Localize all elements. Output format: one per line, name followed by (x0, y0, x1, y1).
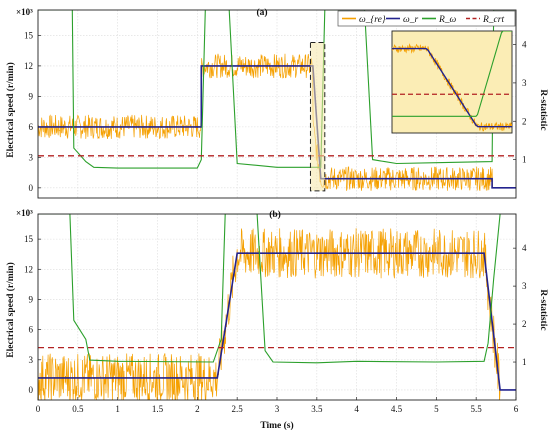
legend-label: R_crt (482, 15, 504, 25)
x-axis-label: Time (s) (260, 420, 293, 431)
inset-lines (392, 31, 512, 132)
legend-label: ω_r (403, 15, 418, 25)
plot-frame (37, 9, 517, 199)
scale-note-b: ×10³ (16, 208, 33, 218)
y-tick-label: 0 (29, 183, 34, 193)
y-tick-label: 15 (24, 234, 34, 244)
x-tick-label: 0.5 (72, 404, 84, 414)
series-omega-re-line (38, 228, 516, 400)
y2-tick-label: 4 (522, 40, 527, 50)
x-tick-label: 2.5 (232, 404, 244, 414)
y-tick-label: 6 (29, 122, 34, 132)
y2-tick-label: 2 (522, 116, 527, 126)
panel-b-label: (b) (269, 209, 281, 220)
x-tick-label: 3.5 (311, 404, 323, 414)
x-tick-label: 4 (354, 404, 359, 414)
y-tick-label: 12 (24, 264, 33, 274)
series-omega-re-line (38, 53, 516, 191)
inset-omega-re-line (392, 43, 512, 132)
y-tick-label: 12 (24, 61, 33, 71)
legend: ω_{re} ω_r R_ω R_crt (337, 10, 516, 27)
x-tick-label: 0 (36, 404, 41, 414)
y2-tick-label: 1 (522, 357, 527, 367)
plot-lines (38, 214, 516, 400)
x-tick-label: 5.5 (471, 404, 483, 414)
y-tick-label: 9 (29, 294, 34, 304)
x-tick-label: 2 (195, 404, 200, 414)
x-tick-label: 4.5 (391, 404, 403, 414)
series-r-omega-line (38, 214, 501, 364)
inset-r-omega-line (392, 31, 512, 117)
inset (391, 30, 513, 134)
series-omega-r-line (38, 252, 516, 391)
zoom-region-box (309, 42, 326, 192)
y2-tick-label: 3 (522, 78, 527, 88)
x-tick-label: 3 (275, 404, 280, 414)
scale-note-a: ×10³ (16, 7, 33, 17)
y2-axis-label-a: R-statistic (538, 89, 548, 130)
x-tick-label: 6 (514, 404, 519, 414)
y-tick-label: 3 (29, 152, 34, 162)
series-r-omega-line (38, 10, 516, 169)
panel-a-label: (a) (256, 7, 267, 18)
y-tick-label: 0 (29, 385, 34, 395)
y-tick-label: 15 (24, 30, 34, 40)
legend-label: ω_{re} (359, 15, 386, 25)
y2-tick-label: 1 (522, 155, 527, 165)
y-tick-label: 6 (29, 325, 34, 335)
x-tick-label: 1.5 (152, 404, 164, 414)
inset-omega-r-line (392, 47, 512, 128)
y-axis-label-a: Electrical speed (r/min) (5, 62, 16, 158)
y-tick-label: 9 (29, 91, 34, 101)
y2-tick-label: 2 (522, 319, 527, 329)
y2-tick-label: 4 (522, 243, 527, 253)
x-tick-label: 1 (115, 404, 120, 414)
legend-label: R_ω (438, 15, 457, 25)
y2-axis-label-b: R-statistic (538, 289, 548, 330)
y-tick-label: 3 (29, 355, 34, 365)
x-tick-label: 5 (434, 404, 439, 414)
y2-tick-label: 3 (522, 281, 527, 291)
y-axis-label-b: Electrical speed (r/min) (5, 262, 16, 358)
plot-frame (37, 213, 517, 401)
